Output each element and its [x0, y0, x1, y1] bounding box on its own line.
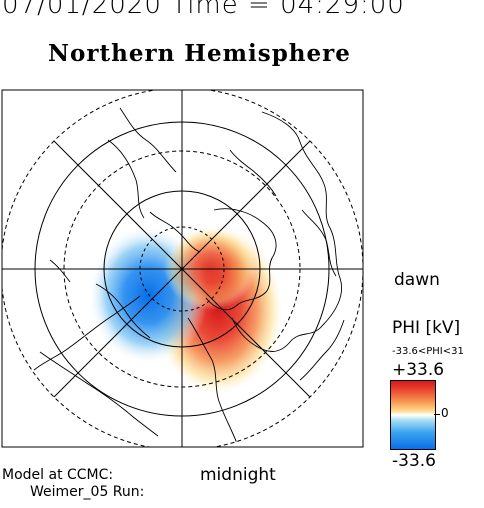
- colorbar-range: -33.6<PHI<31: [392, 346, 464, 357]
- map-border: [1, 89, 364, 448]
- colorbar-mid-label: 0: [441, 406, 449, 420]
- colorbar-zero-tick: [434, 414, 440, 415]
- hemisphere-title: Northern Hemisphere: [48, 40, 351, 67]
- meridians: [2, 90, 363, 447]
- coastlines: [33, 107, 345, 447]
- colorbar-max-label: +33.6: [392, 360, 445, 380]
- midnight-label: midnight: [200, 465, 276, 485]
- colorbar-title: PHI [kV]: [392, 318, 461, 338]
- run-footer: Weimer_05 Run:: [30, 484, 145, 500]
- dawn-label: dawn: [394, 270, 440, 290]
- datetime-header: 07/01/2020 Time = 04:29:00: [2, 0, 405, 20]
- potential-pattern: [88, 224, 284, 396]
- colorbar: [390, 380, 436, 450]
- model-footer: Model at CCMC:: [2, 467, 114, 483]
- colorbar-min-label: -33.6: [392, 451, 436, 471]
